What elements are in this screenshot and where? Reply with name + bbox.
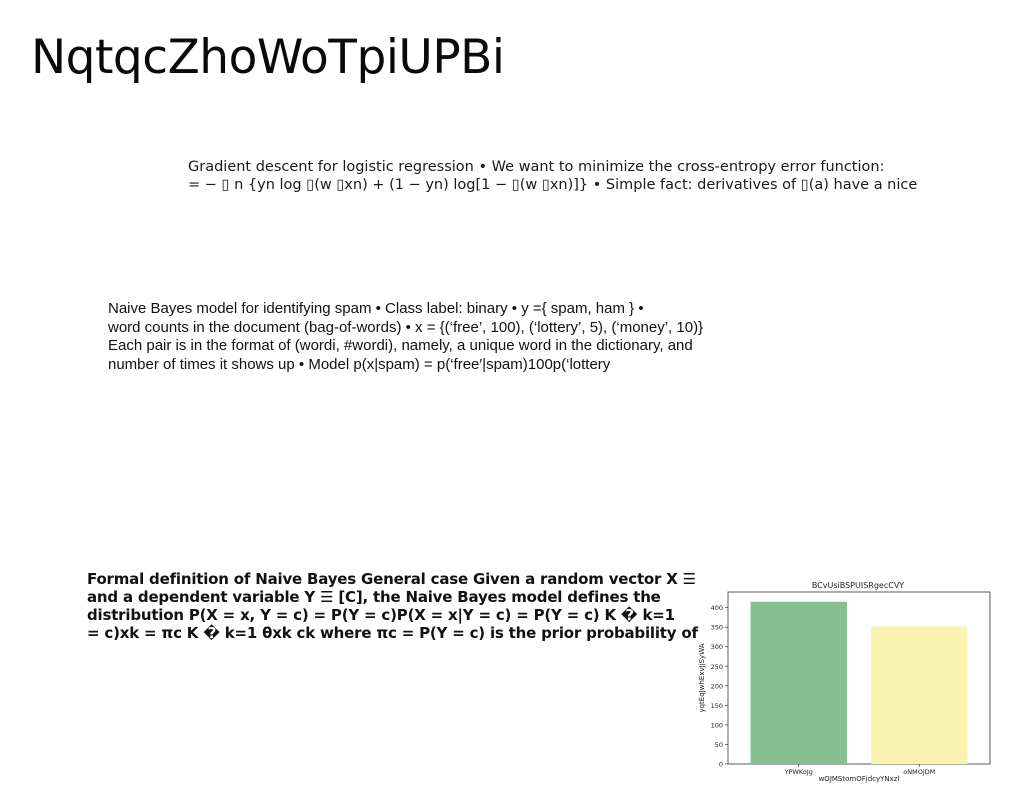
gradient-descent-paragraph: Gradient descent for logistic regression…	[188, 158, 917, 194]
y-tick-label: 0	[719, 761, 723, 769]
bar-oNMOjDM	[871, 626, 968, 764]
y-axis-label: yqtEqJwhExvJjSyWA	[698, 643, 706, 712]
text-line: Gradient descent for logistic regression…	[188, 159, 885, 175]
text-line: = c)xk = πc K � k=1 θxk ck where πc = P(…	[87, 624, 698, 642]
page-title: NqtqcZhoWoTpiUPBi	[31, 30, 505, 85]
y-tick-label: 100	[711, 721, 723, 729]
bars	[750, 601, 968, 764]
text-line: word counts in the document (bag-of-word…	[108, 318, 704, 336]
x-axis-label: wOJMStomOFjdcyYNxzl	[819, 775, 900, 783]
text-line: Formal definition of Naive Bayes General…	[87, 570, 696, 588]
y-axis: 0 50 100 150 200 250 300 350 400	[711, 604, 728, 769]
naive-bayes-spam-paragraph: Naive Bayes model for identifying spam •…	[108, 300, 703, 374]
bar-chart: BCvUsiBSPUISRgecCVY 0 50 100 150 200 250 300 35…	[698, 581, 991, 783]
text-line: Naive Bayes model for identifying spam •…	[108, 300, 644, 317]
plot-area	[727, 591, 991, 765]
chart-title: BCvUsiBSPUISRgecCVY	[812, 581, 904, 590]
y-tick-label: 50	[715, 741, 723, 749]
text-line: distribution P(X = x, Y = c) = P(Y = c)P…	[87, 606, 675, 624]
text-line: Each pair is in the format of (wordi, #w…	[108, 337, 693, 354]
y-tick-label: 200	[711, 682, 723, 690]
y-tick-label: 400	[711, 604, 723, 612]
y-tick-label: 250	[711, 663, 723, 671]
x-tick-label: YPWKoJg	[784, 768, 813, 776]
text-line: = − ▯ n {yn log ▯(w ▯xn) + (1 − yn) log[…	[188, 177, 918, 193]
y-tick-label: 150	[711, 702, 723, 710]
x-tick-label: oNMOjDM	[903, 768, 935, 776]
bar-YPWKoJg	[750, 601, 847, 764]
y-tick-label: 300	[711, 643, 723, 651]
text-line: and a dependent variable Y ☰ [C], the Na…	[87, 588, 661, 606]
x-axis: YPWKoJg oNMOjDM	[784, 764, 935, 776]
y-tick-label: 350	[711, 624, 723, 632]
text-line: number of times it shows up • Model p(x|…	[108, 355, 611, 373]
formal-definition-paragraph: Formal definition of Naive Bayes General…	[87, 570, 698, 642]
